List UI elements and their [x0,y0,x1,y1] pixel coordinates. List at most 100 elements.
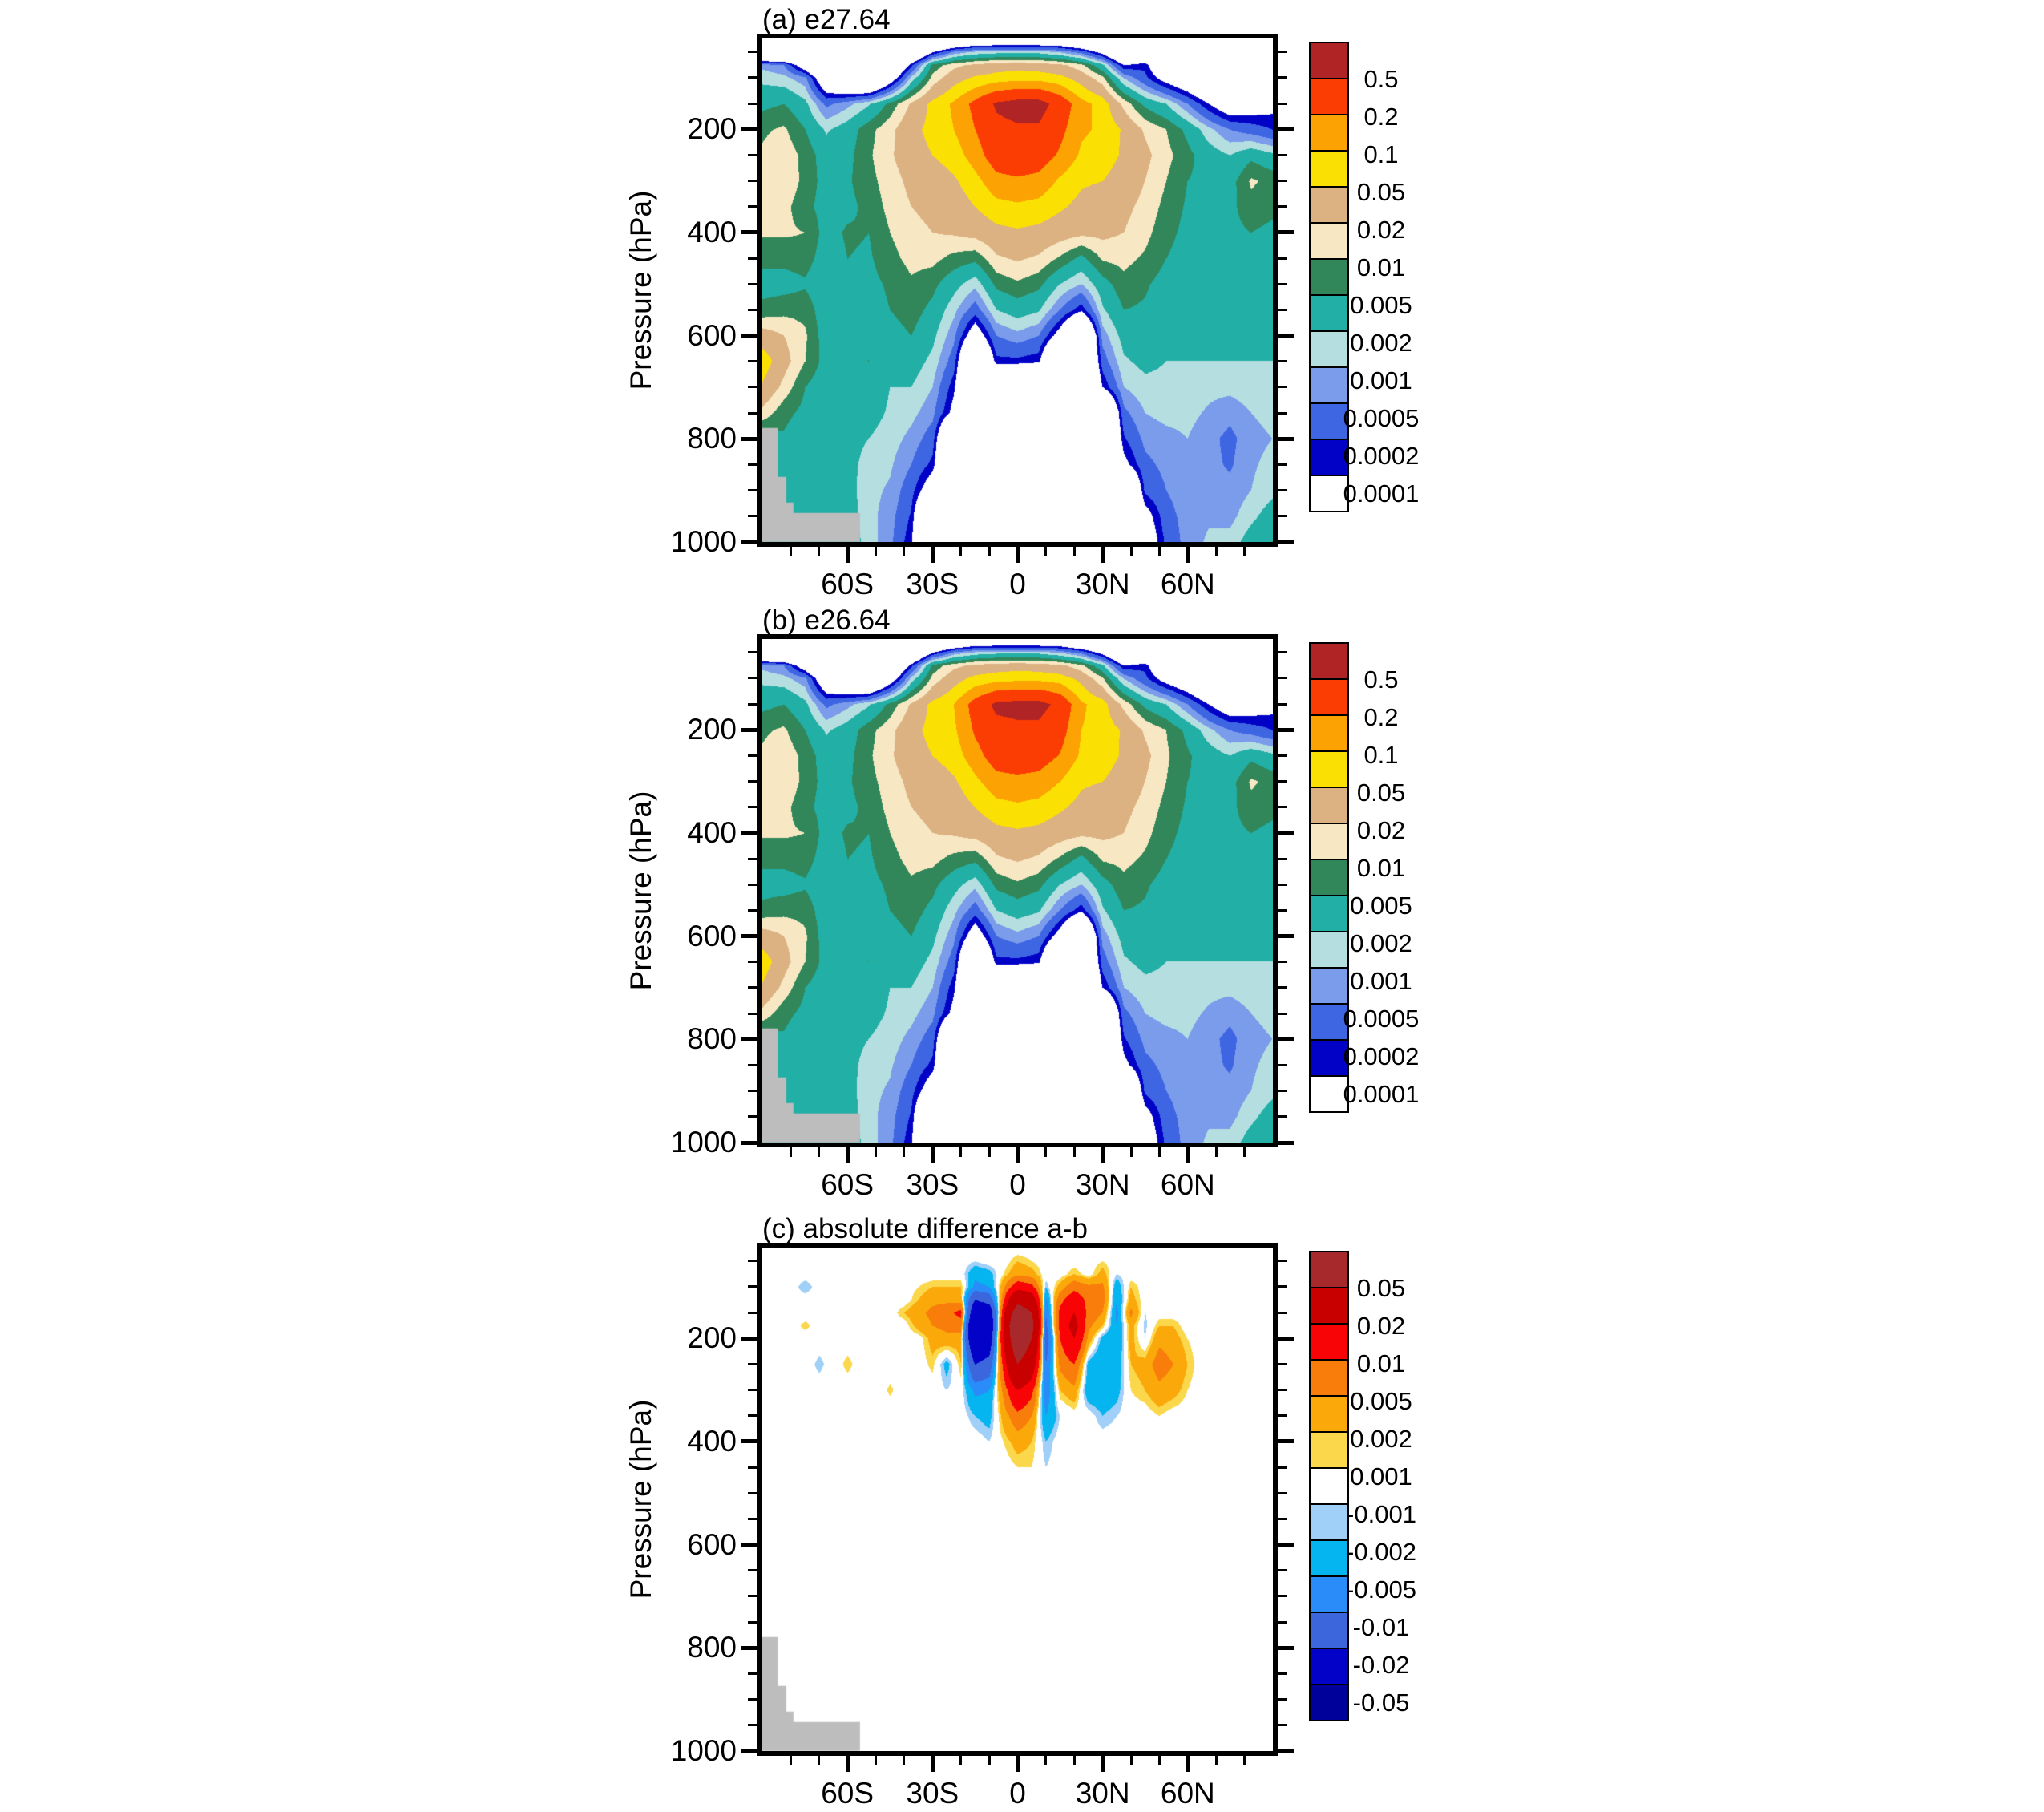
y-minor-tick-right [1278,883,1287,886]
colorbar-label: 0.02 [1356,1312,1406,1340]
colorbar-label: -0.05 [1352,1689,1410,1717]
y-tick-label: 600 [687,1527,737,1561]
y-minor-tick [748,515,757,518]
y-minor-tick [748,1012,757,1015]
x-major-tick [1101,1147,1105,1163]
x-tick-label: 0 [1009,1168,1026,1201]
x-minor-tick [1129,1147,1133,1157]
y-major-tick-right [1278,1749,1294,1753]
colorbar-swatches [1309,642,1349,1113]
y-minor-tick [748,1311,757,1314]
y-major-tick [741,127,757,131]
x-minor-tick [1157,547,1161,556]
colorbar-segment [1309,150,1349,188]
y-major-tick [741,1439,757,1444]
colorbar-label: -0.02 [1352,1651,1410,1679]
colorbar-segment [1309,222,1349,260]
x-major-tick [930,1756,935,1772]
x-minor-tick [1072,1147,1076,1157]
y-minor-tick [748,205,757,208]
x-minor-tick [1129,547,1133,556]
y-minor-tick-right [1278,1595,1287,1598]
colorbar-label: 0.002 [1350,929,1412,957]
y-minor-tick-right [1278,1672,1287,1675]
y-minor-tick [748,1672,757,1675]
colorbar-segment [1309,1323,1349,1361]
x-minor-tick [875,547,878,556]
y-major-tick-right [1278,727,1294,732]
colorbar-segment [1309,1075,1349,1113]
colorbar-label: 0.05 [1356,1274,1406,1302]
y-minor-tick-right [1278,1090,1287,1093]
y-minor-tick-right [1278,754,1287,757]
colorbar-label: 0.05 [1356,779,1406,807]
y-tick-label: 400 [687,1424,737,1458]
y-minor-tick [748,51,757,54]
y-minor-tick [748,153,757,156]
y-minor-tick [748,857,757,860]
y-minor-tick-right [1278,1362,1287,1365]
y-major-tick [741,1543,757,1547]
y-minor-tick-right [1278,651,1287,654]
y-major-tick [741,230,757,235]
colorbar-label: 0.02 [1356,816,1406,844]
x-minor-tick [1214,1756,1218,1765]
y-minor-tick-right [1278,205,1287,208]
y-major-tick-right [1278,1037,1294,1041]
y-minor-tick-right [1278,1414,1287,1418]
y-major-tick-right [1278,436,1294,441]
colorbar-segment [1309,294,1349,332]
y-minor-tick [748,754,757,757]
y-minor-tick-right [1278,1063,1287,1066]
x-minor-tick [818,1756,821,1765]
y-minor-tick [748,1569,757,1572]
y-minor-tick-right [1278,282,1287,285]
x-tick-label: 30N [1075,1168,1130,1201]
colorbar-label: -0.001 [1346,1500,1416,1528]
colorbar-label: 0.005 [1350,291,1412,319]
colorbar-swatches [1309,42,1349,512]
y-minor-tick-right [1278,780,1287,783]
x-minor-tick [1243,1756,1246,1765]
x-minor-tick [1214,1147,1218,1157]
colorbar-segment [1309,1003,1349,1041]
y-major-tick-right [1278,334,1294,338]
y-minor-tick-right [1278,51,1287,54]
y-minor-tick [748,1620,757,1624]
x-minor-tick [903,547,906,556]
x-minor-tick [789,1147,792,1157]
x-minor-tick [1044,1756,1048,1765]
colorbar-label: 0.05 [1356,178,1406,206]
colorbar-segment [1309,895,1349,932]
x-tick-label: 30N [1075,1777,1130,1810]
x-minor-tick [903,1756,906,1765]
colorbar-segment [1309,475,1349,512]
colorbar-segment [1309,967,1349,1005]
y-minor-tick-right [1278,1389,1287,1392]
colorbar-label: 0.0001 [1343,1080,1420,1108]
y-tick-label: 600 [687,318,737,352]
y-minor-tick-right [1278,986,1287,989]
x-minor-tick [959,1147,963,1157]
y-major-tick-right [1278,127,1294,131]
colorbar-label: -0.002 [1346,1538,1416,1566]
y-tick-label: 400 [687,815,737,849]
x-tick-label: 30S [906,1777,959,1810]
y-major-tick [741,934,757,939]
y-minor-tick [748,1260,757,1263]
x-major-tick [1186,547,1190,563]
x-major-tick [1016,1756,1020,1772]
colorbar-segment [1309,186,1349,224]
colorbar-label: 0.001 [1350,967,1412,995]
y-tick-label: 1000 [670,1126,737,1159]
x-minor-tick [789,547,792,556]
colorbar-label: 0.0005 [1343,404,1420,432]
y-minor-tick [748,651,757,654]
y-minor-tick [748,1389,757,1392]
y-minor-tick-right [1278,1698,1287,1701]
colorbar-segment [1309,1575,1349,1613]
y-major-tick-right [1278,1140,1294,1145]
colorbar-segment [1309,42,1349,79]
y-tick-label: 400 [687,215,737,249]
x-minor-tick [875,1756,878,1765]
